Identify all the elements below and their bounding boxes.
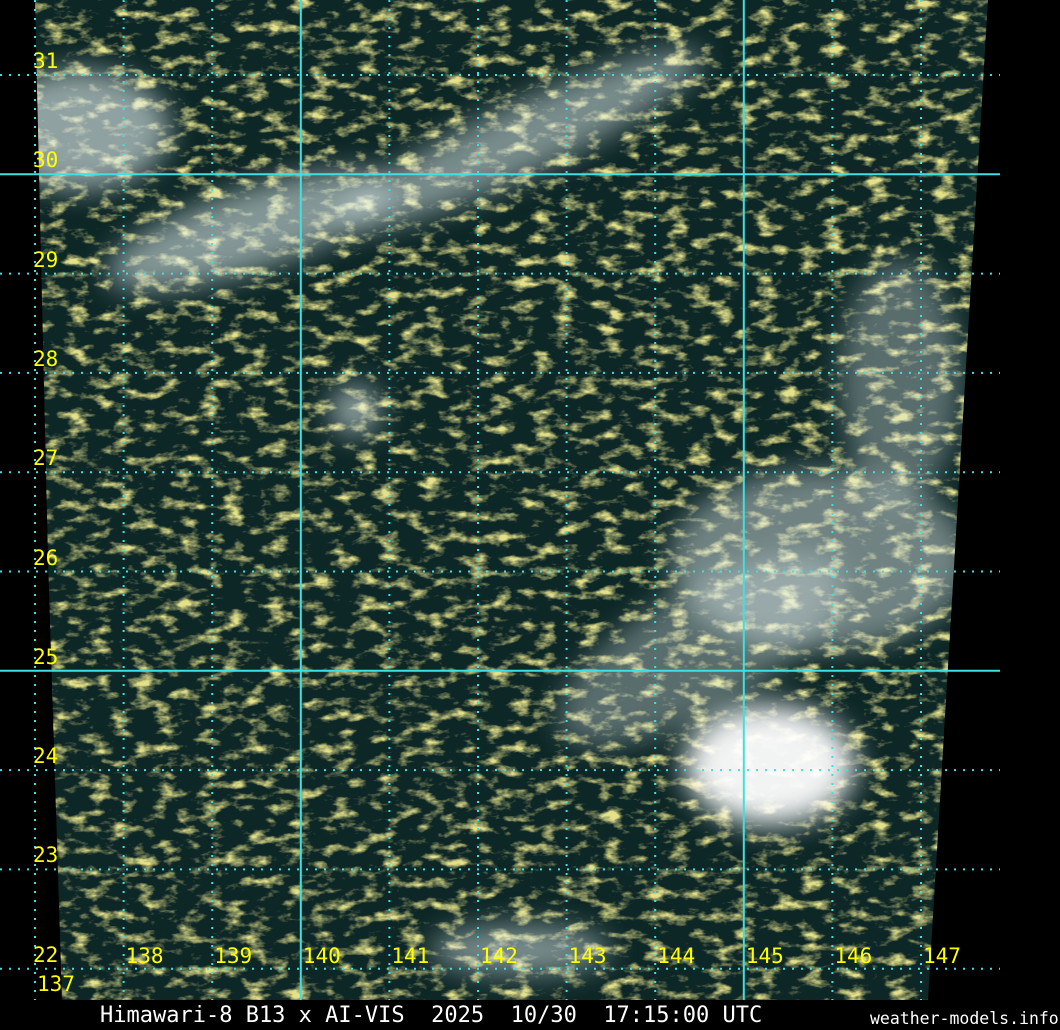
- latitude-label: 29: [33, 247, 59, 272]
- longitude-label: 143: [568, 944, 607, 968]
- longitude-label: 141: [391, 944, 430, 968]
- lat-lon-grid: [0, 0, 1000, 1000]
- longitude-label: 144: [657, 944, 696, 968]
- longitude-label: 145: [745, 944, 784, 968]
- longitude-label: 139: [214, 944, 253, 968]
- longitude-label: 138: [125, 944, 164, 968]
- longitude-label: 137: [37, 972, 75, 996]
- latitude-label: 28: [33, 346, 59, 371]
- source-credit: weather-models.info: [870, 1009, 1059, 1028]
- latitude-label: 22: [33, 942, 59, 967]
- latitude-label: 25: [33, 644, 59, 669]
- high-clouds: [35, 49, 970, 975]
- longitude-label: 146: [834, 944, 873, 968]
- latitude-label: 31: [33, 49, 59, 73]
- image-title: Himawari-8 B13 x AI-VIS 2025 10/30 17:15…: [100, 1003, 763, 1028]
- longitude-label: 140: [302, 944, 341, 968]
- latitude-label: 24: [33, 744, 59, 769]
- latitude-label: 27: [33, 446, 59, 471]
- longitude-label: 147: [923, 944, 961, 968]
- latitude-label: 26: [33, 545, 59, 570]
- latitude-label: 23: [33, 843, 59, 868]
- longitude-label: 142: [480, 944, 518, 968]
- latitude-label: 30: [33, 148, 59, 173]
